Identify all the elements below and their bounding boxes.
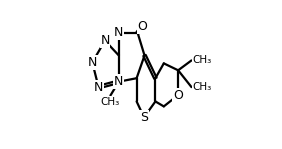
Text: N: N [94, 81, 103, 94]
Text: N: N [88, 56, 97, 69]
Text: CH₃: CH₃ [192, 82, 211, 92]
Text: S: S [140, 111, 148, 124]
Text: N: N [114, 75, 124, 88]
Text: O: O [138, 20, 147, 33]
Text: O: O [173, 89, 183, 101]
Text: N: N [100, 34, 110, 47]
Text: N: N [114, 26, 124, 39]
Text: CH₃: CH₃ [101, 97, 120, 107]
Text: CH₃: CH₃ [192, 55, 211, 65]
